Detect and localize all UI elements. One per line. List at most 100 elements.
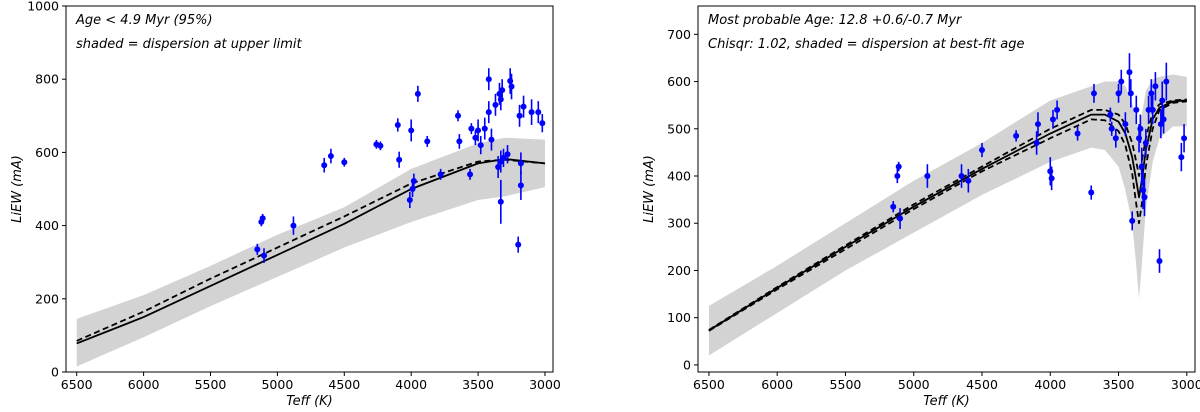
data-point	[485, 76, 492, 83]
data-point	[341, 159, 348, 166]
x-axis-title: Teff (K)	[286, 394, 333, 409]
data-point	[327, 153, 334, 160]
data-point	[1033, 139, 1040, 146]
data-point	[1133, 106, 1140, 113]
data-point	[467, 171, 474, 178]
data-point	[516, 112, 523, 119]
data-point	[520, 103, 527, 110]
data-point	[1129, 217, 1136, 224]
data-point	[894, 173, 901, 180]
dispersion-band	[76, 137, 545, 367]
data-point	[1050, 116, 1056, 123]
data-point	[414, 90, 421, 97]
x-tick-label: 5500	[195, 377, 227, 392]
data-point	[1074, 130, 1081, 137]
y-tick-label: 500	[667, 121, 691, 136]
y-tick-label: 0	[683, 357, 691, 372]
plot-frame	[65, 5, 554, 373]
data-point	[468, 125, 475, 132]
data-point	[1126, 69, 1133, 76]
y-tick-label: 600	[667, 74, 691, 89]
x-tick-label: 4000	[1034, 377, 1066, 392]
data-point	[965, 177, 972, 184]
data-point	[488, 136, 495, 143]
data-point	[394, 121, 401, 128]
y-tick-label: 200	[667, 263, 691, 278]
data-point	[1088, 189, 1095, 196]
data-point	[410, 177, 417, 184]
annotation-text: Age < 4.9 Myr (95%)	[75, 13, 213, 28]
data-point	[485, 109, 492, 116]
data-point	[1156, 258, 1163, 265]
x-tick-label: 3000	[529, 377, 561, 392]
data-point	[979, 147, 985, 154]
x-tick-label: 6500	[61, 377, 93, 392]
y-axis-title: LiEW (mA)	[10, 155, 25, 223]
y-tick-label: 1000	[27, 0, 59, 14]
model-curve-dashed	[708, 100, 1187, 332]
x-tick-label: 6000	[761, 377, 793, 392]
data-point	[508, 83, 515, 90]
data-point	[424, 138, 431, 145]
y-tick-label: 600	[35, 145, 59, 160]
data-point	[492, 101, 499, 108]
data-point	[290, 222, 297, 229]
x-tick-label: 4500	[966, 377, 998, 392]
x-tick-label: 6500	[693, 377, 725, 392]
data-point	[958, 173, 965, 180]
data-point	[1181, 135, 1188, 142]
data-point	[517, 182, 524, 189]
data-point	[472, 134, 479, 141]
data-point	[1137, 125, 1144, 132]
plot-area	[76, 68, 546, 367]
left-panel: 6500 6000 5500 5000 4500 4000 3500 3000 0 200 400 6…	[10, 0, 561, 409]
data-point	[1013, 132, 1020, 139]
data-point	[1108, 125, 1115, 132]
data-point	[497, 198, 504, 205]
data-point	[406, 196, 413, 203]
annotation-text: Most probable Age: 12.8 +0.6/-0.7 Myr	[708, 13, 963, 28]
data-point	[1149, 106, 1156, 113]
data-point	[1122, 121, 1129, 128]
data-point	[1115, 90, 1122, 97]
x-tick-label: 5000	[898, 377, 930, 392]
data-point	[481, 125, 488, 132]
data-point	[890, 203, 897, 210]
y-tick-label: 0	[51, 365, 59, 380]
data-point	[499, 87, 506, 94]
data-point	[515, 241, 522, 248]
data-point	[517, 160, 524, 167]
y-tick-label: 400	[35, 218, 59, 233]
data-point	[1160, 116, 1167, 123]
x-tick-label: 3000	[1171, 377, 1200, 392]
data-point	[1178, 154, 1185, 161]
data-point	[1107, 111, 1114, 118]
data-point	[437, 171, 444, 178]
data-point	[1141, 194, 1148, 201]
annotation-text: Chisqr: 1.02, shaded = dispersion at bes…	[708, 37, 1024, 52]
x-tick-label: 4000	[395, 377, 427, 392]
data-point	[1142, 139, 1149, 146]
x-axis-title: Teff (K)	[923, 394, 970, 409]
data-point	[1127, 90, 1134, 97]
data-point	[1159, 97, 1166, 104]
data-point	[1138, 163, 1145, 170]
data-point	[321, 162, 328, 169]
data-point	[1157, 121, 1164, 128]
data-point	[1034, 121, 1041, 128]
data-point	[477, 142, 484, 149]
data-point	[1152, 83, 1159, 90]
x-tick-label: 5000	[261, 377, 293, 392]
x-tick-label: 5500	[830, 377, 862, 392]
data-point	[396, 156, 403, 163]
annotation-text: shaded = dispersion at upper limit	[76, 37, 302, 52]
y-tick-label: 800	[35, 72, 59, 87]
right-panel: 6500 6000 5500 5000 4500 4000 3500 3000 0 100 200 3…	[642, 5, 1200, 409]
data-point	[261, 252, 268, 259]
y-tick-label: 100	[667, 310, 691, 325]
data-point	[377, 142, 384, 149]
data-point	[495, 164, 502, 171]
data-point	[504, 151, 511, 158]
data-point	[408, 127, 415, 134]
data-point	[1118, 78, 1125, 85]
